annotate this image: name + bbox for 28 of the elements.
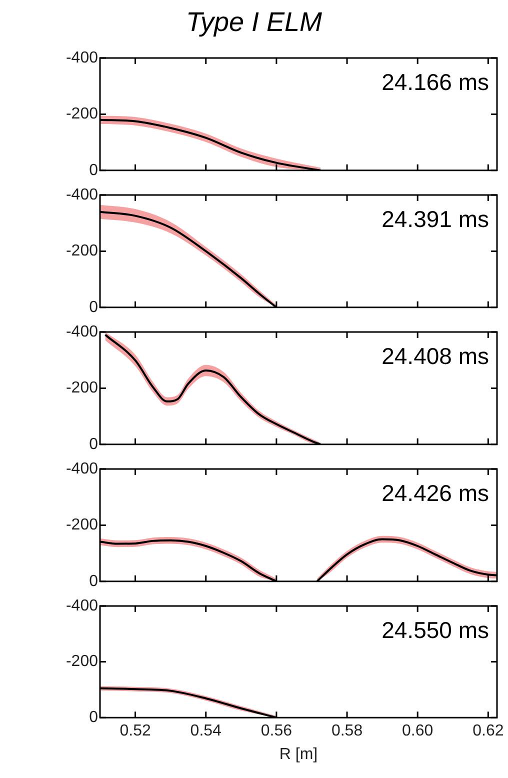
y-tick-label: 0 bbox=[89, 709, 98, 726]
x-tick-label: 0.52 bbox=[120, 722, 151, 740]
y-tick-label: -200 bbox=[66, 516, 98, 534]
y-tick-label: -200 bbox=[66, 380, 98, 397]
y-tick-label: -400 bbox=[66, 323, 98, 340]
y-tick-label: -200 bbox=[66, 653, 98, 670]
annotation: 24.408 ms bbox=[382, 342, 489, 369]
y-tick-label: 0 bbox=[89, 436, 98, 453]
y-tick-label: -200 bbox=[66, 242, 98, 260]
y-tick-label: 0 bbox=[89, 572, 98, 590]
y-tick-label: -400 bbox=[66, 49, 98, 66]
y-tick-label: -400 bbox=[66, 597, 98, 614]
x-tick-label: 0.56 bbox=[260, 722, 292, 740]
x-tick-label: 0.62 bbox=[472, 722, 504, 740]
y-tick-label: 0 bbox=[89, 298, 98, 316]
y-tick-label: 0 bbox=[89, 162, 98, 179]
y-tick-label: -200 bbox=[66, 106, 98, 123]
x-tick-label: 0.58 bbox=[331, 722, 363, 740]
chart-title: Type I ELM bbox=[184, 6, 324, 39]
annotation: 24.426 ms bbox=[382, 480, 489, 506]
x-tick-label: 0.54 bbox=[190, 722, 222, 740]
y-tick-label: -400 bbox=[66, 186, 98, 204]
y-tick-label: -400 bbox=[66, 460, 98, 478]
annotation: 24.166 ms bbox=[382, 68, 489, 95]
annotation: 24.550 ms bbox=[382, 616, 489, 643]
x-axis-title: R [m] bbox=[279, 746, 318, 763]
x-tick-label: 0.60 bbox=[402, 722, 434, 740]
annotation: 24.391 ms bbox=[382, 206, 489, 232]
